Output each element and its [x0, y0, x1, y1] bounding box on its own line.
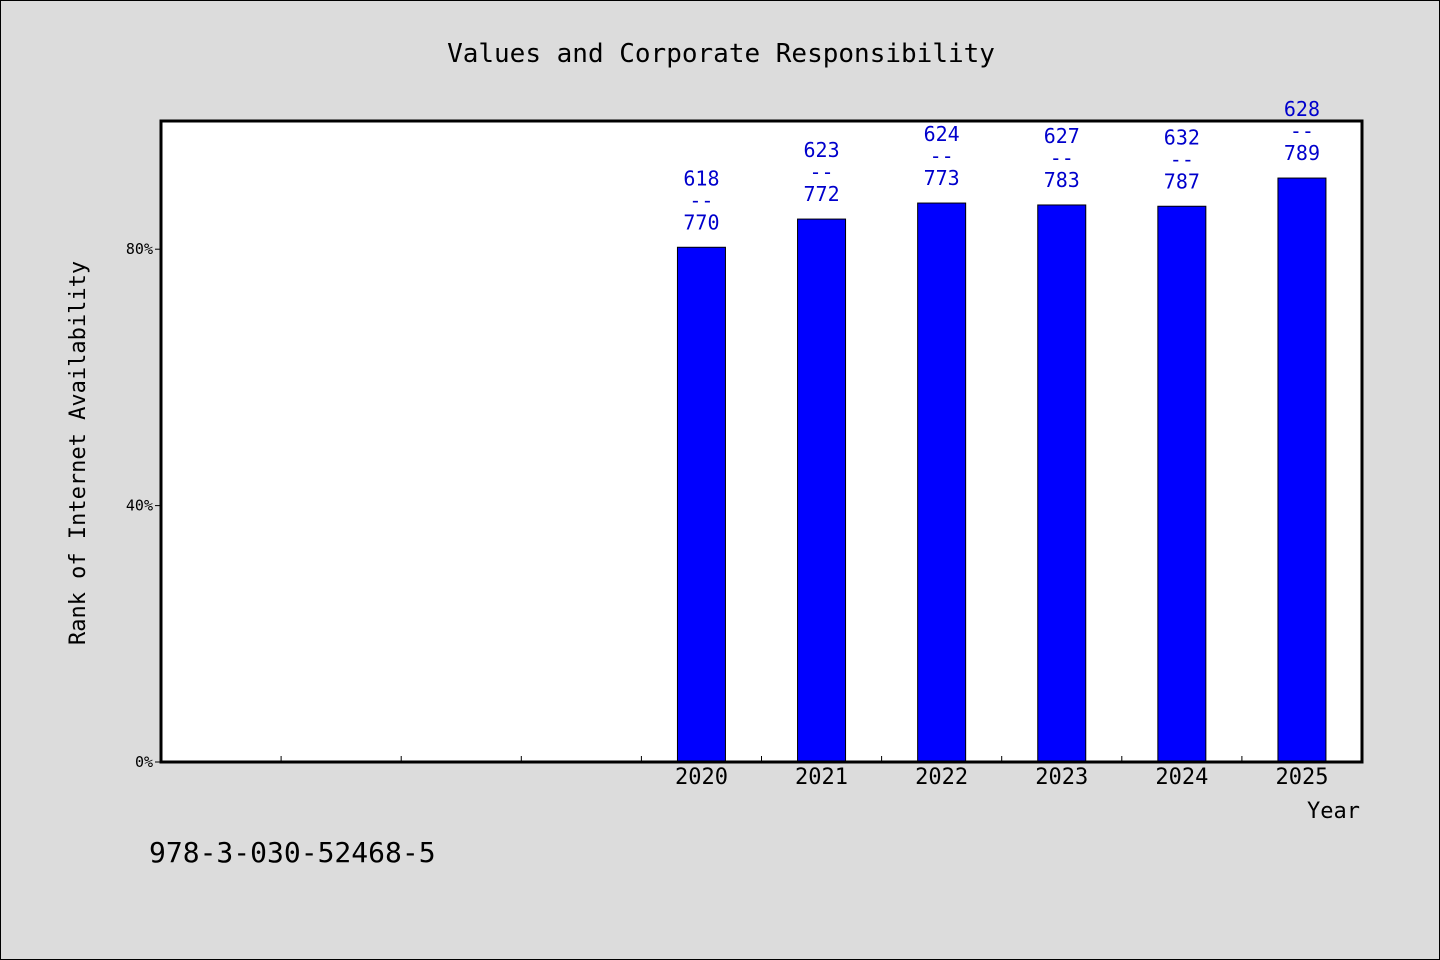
- y-tick-label-80: 80%: [126, 240, 153, 258]
- bars-group: [676, 177, 1327, 763]
- data-label-2024-0: 632: [1164, 125, 1200, 149]
- bar-2022: [917, 202, 967, 763]
- footnote-isbn: 978-3-030-52468-5: [149, 836, 436, 869]
- x-tick-label-2021: 2021: [795, 765, 848, 790]
- data-label-2020-0: 618: [683, 166, 719, 190]
- data-label-2020-2: 770: [683, 210, 719, 234]
- data-label-2025-2: 789: [1284, 141, 1320, 165]
- y-tick-label-40: 40%: [126, 497, 153, 515]
- x-tick-label-2020: 2020: [675, 765, 728, 790]
- data-label-2020-1: --: [689, 188, 713, 212]
- axis-ticks-group: 2020 2021 2022 2023 2024 2025 0% 40% 80%: [126, 240, 1329, 790]
- data-label-2022-1: --: [930, 144, 954, 168]
- data-label-2022-2: 773: [924, 166, 960, 190]
- x-tick-label-2022: 2022: [915, 765, 968, 790]
- bar-2025: [1277, 177, 1327, 763]
- x-tick-label-2024: 2024: [1155, 765, 1208, 790]
- x-tick-label-2025: 2025: [1275, 765, 1328, 790]
- data-label-2023-2: 783: [1044, 168, 1080, 192]
- data-label-2025-1: --: [1290, 119, 1314, 143]
- data-label-2023-0: 627: [1044, 124, 1080, 148]
- bar-2023: [1037, 204, 1087, 763]
- x-tick-label-2023: 2023: [1035, 765, 1088, 790]
- bar-2024: [1157, 205, 1207, 763]
- data-labels-group: 618--770623--772624--773627--783632--787…: [683, 97, 1320, 234]
- bar-2020: [676, 246, 726, 763]
- data-label-2022-0: 624: [924, 122, 960, 146]
- x-axis-title: Year: [1307, 799, 1360, 824]
- data-label-2024-2: 787: [1164, 169, 1200, 193]
- data-label-2025-0: 628: [1284, 97, 1320, 121]
- data-label-2024-1: --: [1170, 147, 1194, 171]
- data-label-2021-0: 623: [803, 138, 839, 162]
- data-label-2021-1: --: [810, 160, 834, 184]
- y-tick-label-0: 0%: [135, 753, 153, 771]
- data-label-2023-1: --: [1050, 146, 1074, 170]
- data-label-2021-2: 772: [803, 182, 839, 206]
- chart-title: Values and Corporate Responsibility: [447, 39, 995, 69]
- bar-2021: [797, 218, 847, 763]
- y-axis-title: Rank of Internet Availability: [66, 261, 91, 645]
